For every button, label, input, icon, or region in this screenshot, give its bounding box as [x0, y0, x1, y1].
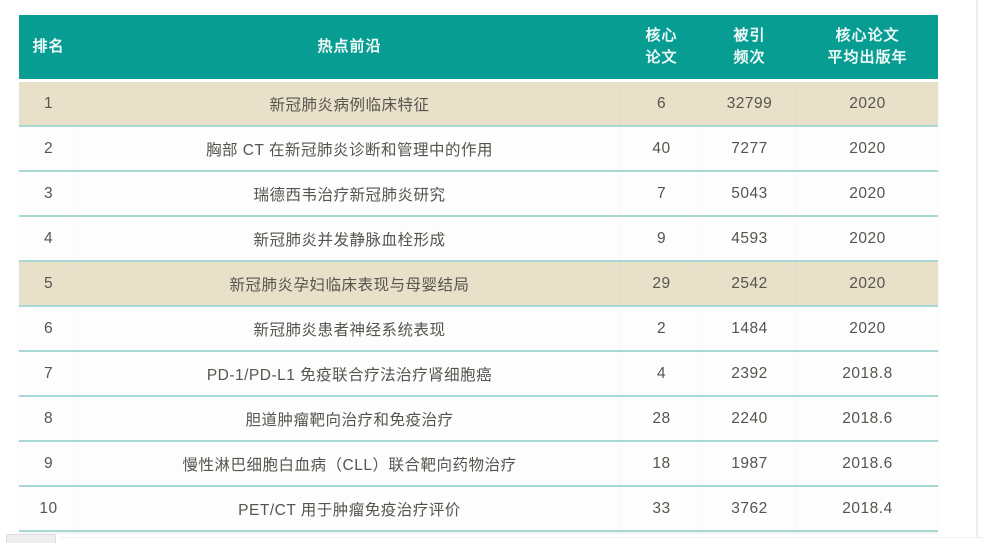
cell-avg-year: 2020 [797, 307, 938, 352]
cell-avg-year: 2018.6 [797, 442, 938, 487]
cell-avg-year: 2020 [797, 172, 938, 217]
cell-topic: 新冠肺炎病例临床特征 [78, 82, 621, 127]
cell-topic: PD-1/PD-L1 免疫联合疗法治疗肾细胞癌 [78, 352, 621, 397]
cell-rank: 10 [19, 487, 78, 532]
cell-citations: 1484 [702, 307, 797, 352]
cell-topic: 胆道肿瘤靶向治疗和免疫治疗 [78, 397, 621, 442]
cell-citations: 1987 [702, 442, 797, 487]
cell-topic: 新冠肺炎患者神经系统表现 [78, 307, 621, 352]
cell-avg-year: 2018.6 [797, 397, 938, 442]
col-header-rank: 排名 [19, 15, 78, 82]
table-row: 5 新冠肺炎孕妇临床表现与母婴结局 29 2542 2020 [19, 262, 938, 307]
cell-citations: 4593 [702, 217, 797, 262]
cell-citations: 3762 [702, 487, 797, 532]
cell-rank: 9 [19, 442, 78, 487]
cell-avg-year: 2018.8 [797, 352, 938, 397]
cell-topic: 胸部 CT 在新冠肺炎诊断和管理中的作用 [78, 127, 621, 172]
cell-rank: 4 [19, 217, 78, 262]
table-row: 10 PET/CT 用于肿瘤免疫治疗评价 33 3762 2018.4 [19, 487, 938, 532]
cell-core-papers: 29 [621, 262, 702, 307]
cell-core-papers: 4 [621, 352, 702, 397]
cell-rank: 5 [19, 262, 78, 307]
hotspot-front-table-container: 排名 热点前沿 核心 论文 被引 频次 核心论文 平均出版年 1 新冠肺炎病例临… [19, 15, 938, 532]
cell-rank: 6 [19, 307, 78, 352]
cell-citations: 2542 [702, 262, 797, 307]
cell-rank: 2 [19, 127, 78, 172]
cell-citations: 7277 [702, 127, 797, 172]
cell-topic: 慢性淋巴细胞白血病（CLL）联合靶向药物治疗 [78, 442, 621, 487]
cell-citations: 2240 [702, 397, 797, 442]
screen-edge-line [976, 0, 978, 537]
table-row: 3 瑞德西韦治疗新冠肺炎研究 7 5043 2020 [19, 172, 938, 217]
table-row: 8 胆道肿瘤靶向治疗和免疫治疗 28 2240 2018.6 [19, 397, 938, 442]
horizontal-scrollbar-fragment[interactable] [6, 534, 56, 543]
cell-topic: 新冠肺炎并发静脉血栓形成 [78, 217, 621, 262]
cell-rank: 3 [19, 172, 78, 217]
cell-topic: PET/CT 用于肿瘤免疫治疗评价 [78, 487, 621, 532]
table-row: 9 慢性淋巴细胞白血病（CLL）联合靶向药物治疗 18 1987 2018.6 [19, 442, 938, 487]
cell-core-papers: 28 [621, 397, 702, 442]
bottom-edge-line [60, 537, 984, 538]
table-row: 1 新冠肺炎病例临床特征 6 32799 2020 [19, 82, 938, 127]
cell-core-papers: 9 [621, 217, 702, 262]
cell-citations: 5043 [702, 172, 797, 217]
table-row: 6 新冠肺炎患者神经系统表现 2 1484 2020 [19, 307, 938, 352]
table-row: 2 胸部 CT 在新冠肺炎诊断和管理中的作用 40 7277 2020 [19, 127, 938, 172]
col-header-topic: 热点前沿 [78, 15, 621, 82]
cell-core-papers: 18 [621, 442, 702, 487]
cell-rank: 1 [19, 82, 78, 127]
cell-core-papers: 7 [621, 172, 702, 217]
cell-avg-year: 2020 [797, 127, 938, 172]
table-row: 7 PD-1/PD-L1 免疫联合疗法治疗肾细胞癌 4 2392 2018.8 [19, 352, 938, 397]
cell-core-papers: 40 [621, 127, 702, 172]
col-header-citations: 被引 频次 [702, 15, 797, 82]
cell-core-papers: 33 [621, 487, 702, 532]
cell-avg-year: 2020 [797, 262, 938, 307]
cell-topic: 瑞德西韦治疗新冠肺炎研究 [78, 172, 621, 217]
table-row: 4 新冠肺炎并发静脉血栓形成 9 4593 2020 [19, 217, 938, 262]
cell-core-papers: 6 [621, 82, 702, 127]
cell-avg-year: 2020 [797, 217, 938, 262]
header-row: 排名 热点前沿 核心 论文 被引 频次 核心论文 平均出版年 [19, 15, 938, 82]
cell-citations: 2392 [702, 352, 797, 397]
cell-citations: 32799 [702, 82, 797, 127]
cell-topic: 新冠肺炎孕妇临床表现与母婴结局 [78, 262, 621, 307]
cell-rank: 8 [19, 397, 78, 442]
cell-rank: 7 [19, 352, 78, 397]
col-header-avg-year: 核心论文 平均出版年 [797, 15, 938, 82]
table-body: 1 新冠肺炎病例临床特征 6 32799 2020 2 胸部 CT 在新冠肺炎诊… [19, 82, 938, 532]
cell-core-papers: 2 [621, 307, 702, 352]
hotspot-front-table: 排名 热点前沿 核心 论文 被引 频次 核心论文 平均出版年 1 新冠肺炎病例临… [19, 15, 938, 532]
cell-avg-year: 2020 [797, 82, 938, 127]
cell-avg-year: 2018.4 [797, 487, 938, 532]
col-header-core-papers: 核心 论文 [621, 15, 702, 82]
